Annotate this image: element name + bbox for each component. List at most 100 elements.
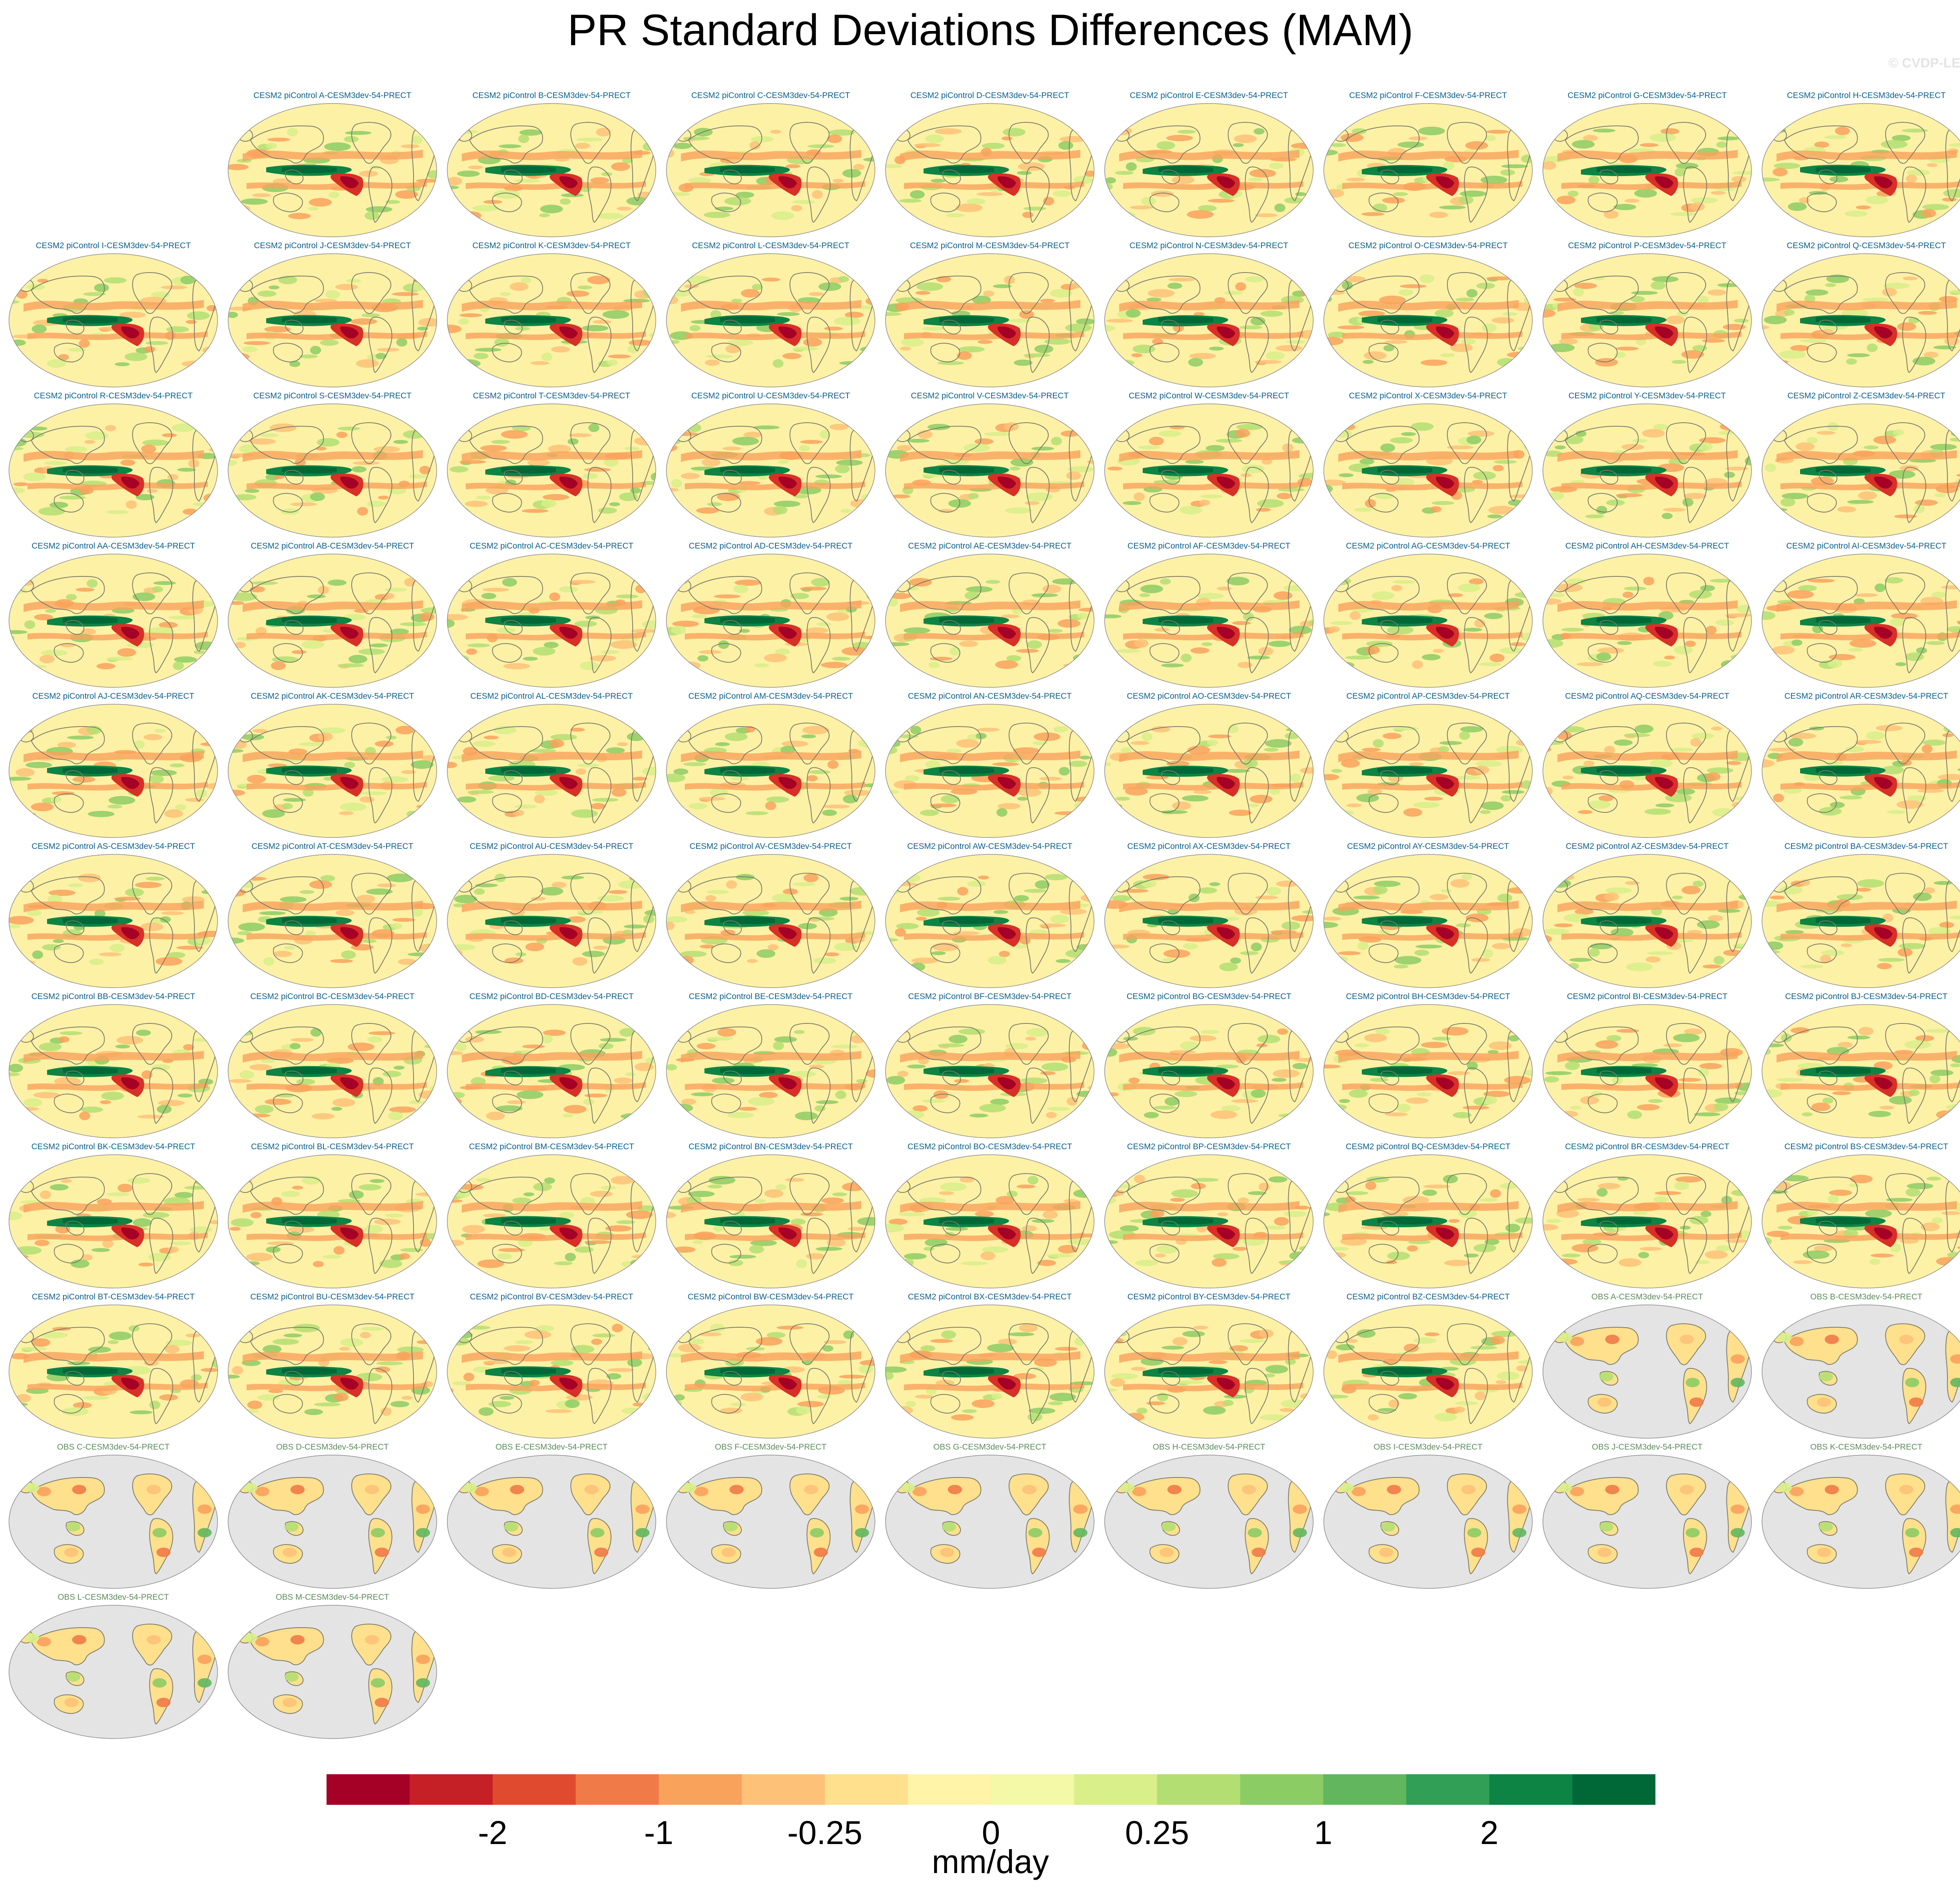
panel-title: CESM2 piControl BG-CESM3dev-54-PRECT — [1126, 992, 1292, 1001]
map-panel: CESM2 piControl AT-CESM3dev-54-PRECT — [223, 842, 442, 991]
panel-title: CESM2 piControl AI-CESM3dev-54-PRECT — [1786, 541, 1947, 551]
map-panel: CESM2 piControl AY-CESM3dev-54-PRECT — [1319, 842, 1537, 991]
panel-title: CESM2 piControl B-CESM3dev-54-PRECT — [472, 91, 631, 100]
map-panel: CESM2 piControl G-CESM3dev-54-PRECT — [1538, 91, 1757, 240]
map-plot — [666, 1455, 875, 1589]
map-panel: CESM2 piControl O-CESM3dev-54-PRECT — [1319, 241, 1537, 390]
map-panel: CESM2 piControl BZ-CESM3dev-54-PRECT — [1319, 1292, 1537, 1441]
map-plot — [1762, 1305, 1960, 1439]
map-panel: CESM2 piControl U-CESM3dev-54-PRECT — [661, 391, 880, 540]
map-panel: CESM2 piControl H-CESM3dev-54-PRECT — [1757, 91, 1960, 240]
map-plot — [1104, 1004, 1314, 1138]
panel-title: CESM2 piControl I-CESM3dev-54-PRECT — [36, 241, 191, 250]
panel-title: CESM2 piControl E-CESM3dev-54-PRECT — [1130, 91, 1288, 100]
panel-title: CESM2 piControl A-CESM3dev-54-PRECT — [253, 91, 412, 100]
panel-title: CESM2 piControl BP-CESM3dev-54-PRECT — [1127, 1142, 1291, 1151]
map-panel: CESM2 piControl M-CESM3dev-54-PRECT — [880, 241, 1099, 390]
map-plot — [1762, 253, 1960, 387]
map-plot — [666, 103, 875, 237]
panel-title: CESM2 piControl BU-CESM3dev-54-PRECT — [250, 1292, 415, 1301]
map-plot — [9, 1154, 218, 1288]
map-plot — [447, 1154, 656, 1288]
map-plot — [885, 1004, 1094, 1138]
map-panel: CESM2 piControl L-CESM3dev-54-PRECT — [661, 241, 880, 390]
panel-title: CESM2 piControl D-CESM3dev-54-PRECT — [910, 91, 1069, 100]
panel-title: CESM2 piControl BN-CESM3dev-54-PRECT — [688, 1142, 853, 1151]
map-plot — [666, 1154, 875, 1288]
map-panel: CESM2 piControl AW-CESM3dev-54-PRECT — [880, 842, 1099, 991]
map-plot — [1762, 1154, 1960, 1288]
panel-title: CESM2 piControl AM-CESM3dev-54-PRECT — [688, 692, 853, 701]
map-plot — [1104, 554, 1314, 688]
panel-title: OBS H-CESM3dev-54-PRECT — [1152, 1443, 1265, 1452]
map-panel: CESM2 piControl BF-CESM3dev-54-PRECT — [880, 992, 1099, 1141]
map-panel: CESM2 piControl AX-CESM3dev-54-PRECT — [1100, 842, 1318, 991]
panel-title: CESM2 piControl AF-CESM3dev-54-PRECT — [1127, 541, 1290, 551]
map-plot — [228, 103, 437, 237]
colorbar-swatch — [1074, 1774, 1158, 1805]
map-plot — [666, 554, 875, 688]
map-plot — [1762, 403, 1960, 538]
panel-title: CESM2 piControl V-CESM3dev-54-PRECT — [911, 391, 1069, 400]
panel-title: CESM2 piControl W-CESM3dev-54-PRECT — [1129, 391, 1289, 400]
map-panel: CESM2 piControl BD-CESM3dev-54-PRECT — [442, 992, 661, 1141]
panel-title: CESM2 piControl BZ-CESM3dev-54-PRECT — [1346, 1292, 1510, 1301]
map-plot — [447, 854, 656, 988]
colorbar-tick-label: 0.25 — [1125, 1814, 1189, 1851]
panel-title: CESM2 piControl AR-CESM3dev-54-PRECT — [1784, 692, 1948, 701]
panel-title: CESM2 piControl BK-CESM3dev-54-PRECT — [31, 1142, 195, 1151]
map-panel: CESM2 piControl C-CESM3dev-54-PRECT — [661, 91, 880, 240]
panel-title: CESM2 piControl U-CESM3dev-54-PRECT — [691, 391, 850, 400]
map-plot — [1543, 403, 1752, 538]
map-plot — [9, 1455, 218, 1589]
panel-title: CESM2 piControl T-CESM3dev-54-PRECT — [473, 391, 630, 400]
map-plot — [1323, 403, 1533, 538]
panel-title: CESM2 piControl C-CESM3dev-54-PRECT — [691, 91, 850, 100]
map-panel: CESM2 piControl AZ-CESM3dev-54-PRECT — [1538, 842, 1757, 991]
map-plot — [1323, 1455, 1533, 1589]
map-plot — [1104, 403, 1314, 538]
watermark: © CVDP-LE — [1888, 56, 1960, 71]
panel-title: OBS C-CESM3dev-54-PRECT — [57, 1443, 170, 1452]
map-panel: CESM2 piControl AL-CESM3dev-54-PRECT — [442, 692, 661, 841]
panel-title: CESM2 piControl R-CESM3dev-54-PRECT — [34, 391, 193, 400]
panel-title: OBS E-CESM3dev-54-PRECT — [495, 1443, 608, 1452]
map-plot — [228, 854, 437, 988]
map-panel: OBS G-CESM3dev-54-PRECT — [880, 1443, 1099, 1592]
map-plot — [1323, 704, 1533, 838]
map-plot — [1323, 253, 1533, 387]
map-plot — [1762, 554, 1960, 688]
map-plot — [228, 1455, 437, 1589]
panel-title: CESM2 piControl AA-CESM3dev-54-PRECT — [31, 541, 195, 551]
map-panel: OBS I-CESM3dev-54-PRECT — [1319, 1443, 1537, 1592]
panel-title: CESM2 piControl AC-CESM3dev-54-PRECT — [470, 541, 633, 551]
map-panel: CESM2 piControl S-CESM3dev-54-PRECT — [223, 391, 442, 540]
map-panel: CESM2 piControl AP-CESM3dev-54-PRECT — [1319, 692, 1537, 841]
map-plot — [228, 253, 437, 387]
panel-title: CESM2 piControl Y-CESM3dev-54-PRECT — [1568, 391, 1726, 400]
map-plot — [885, 854, 1094, 988]
map-panel: OBS B-CESM3dev-54-PRECT — [1757, 1292, 1960, 1441]
colorbar-swatch — [1406, 1774, 1490, 1805]
panel-title: CESM2 piControl L-CESM3dev-54-PRECT — [692, 241, 849, 250]
map-panel: CESM2 piControl BB-CESM3dev-54-PRECT — [4, 992, 223, 1141]
map-plot — [1543, 704, 1752, 838]
map-plot — [885, 403, 1094, 538]
colorbar-tick-label: -0.25 — [788, 1814, 862, 1851]
panel-title: CESM2 piControl BQ-CESM3dev-54-PRECT — [1345, 1142, 1511, 1151]
map-panel: CESM2 piControl D-CESM3dev-54-PRECT — [880, 91, 1099, 240]
map-plot — [9, 253, 218, 387]
map-panel: CESM2 piControl P-CESM3dev-54-PRECT — [1538, 241, 1757, 390]
panel-title: CESM2 piControl AN-CESM3dev-54-PRECT — [908, 692, 1072, 701]
panel-title: CESM2 piControl S-CESM3dev-54-PRECT — [253, 391, 412, 400]
map-panel: CESM2 piControl BR-CESM3dev-54-PRECT — [1538, 1142, 1757, 1291]
panel-title: CESM2 piControl N-CESM3dev-54-PRECT — [1129, 241, 1289, 250]
map-panel: CESM2 piControl AU-CESM3dev-54-PRECT — [442, 842, 661, 991]
panel-title: CESM2 piControl AG-CESM3dev-54-PRECT — [1346, 541, 1510, 551]
panel-title: CESM2 piControl Z-CESM3dev-54-PRECT — [1787, 391, 1945, 400]
map-plot — [447, 1305, 656, 1439]
map-plot — [9, 1605, 218, 1739]
map-panel: OBS H-CESM3dev-54-PRECT — [1100, 1443, 1318, 1592]
map-plot — [885, 554, 1094, 688]
colorbar-tick-label: -2 — [478, 1814, 507, 1851]
